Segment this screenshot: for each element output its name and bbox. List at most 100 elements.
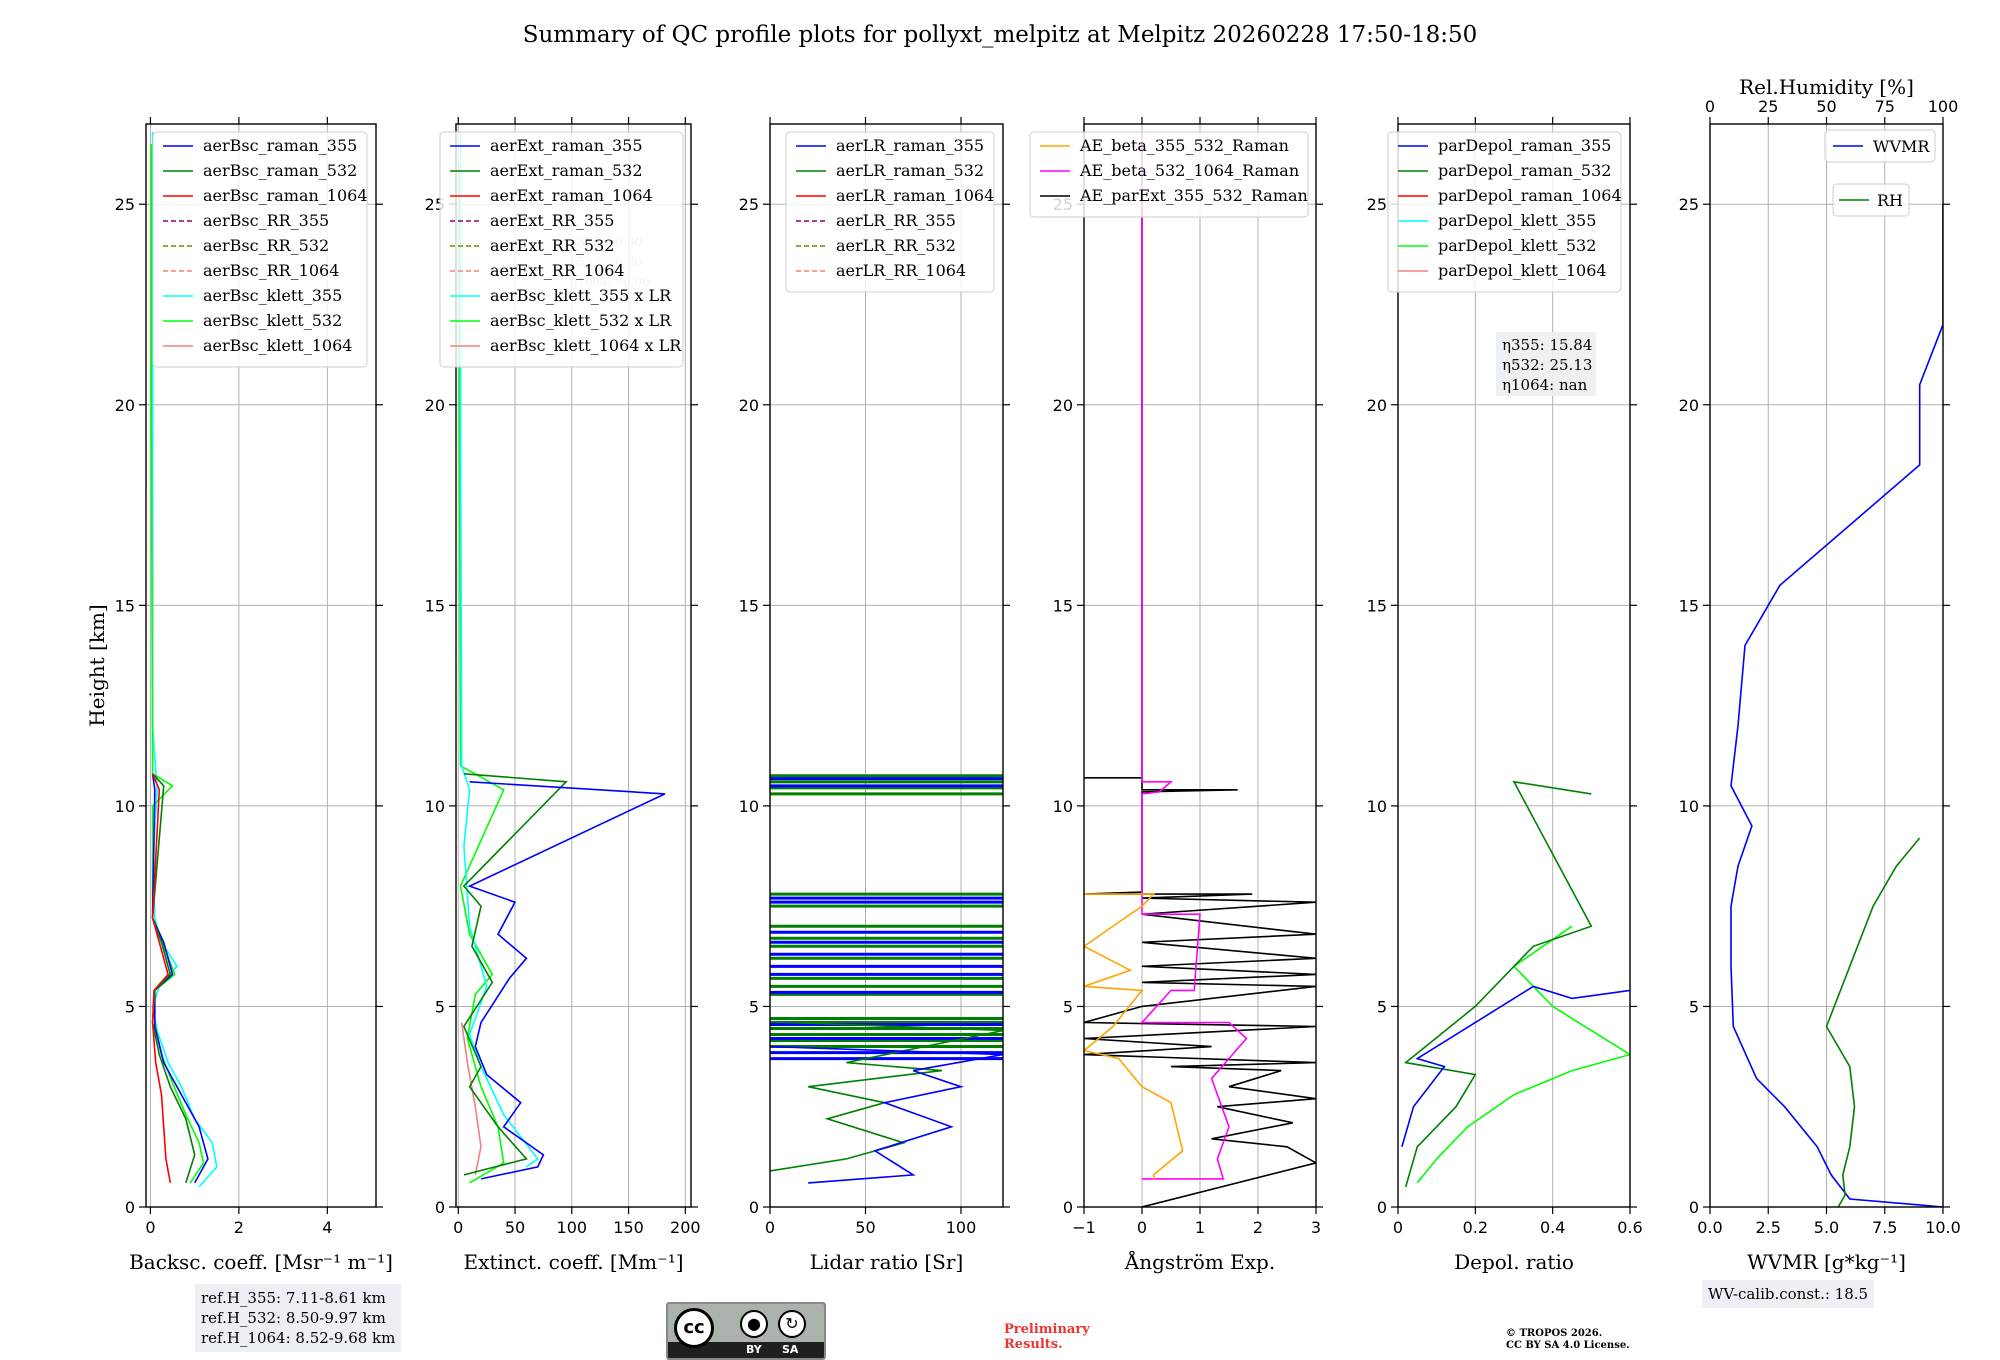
series-AE_beta_532_1064_Raman [1140,132,1248,1180]
copyright-line-1: © TROPOS 2026. [1506,1328,1603,1339]
x-tick-label: 2 [234,1218,244,1237]
y-tick-label: 15 [739,596,759,615]
series-AE_parExt_355_532_Raman [1084,132,1316,1207]
legend-rh: RH [1832,183,1910,217]
legend-label: aerBsc_RR_1064 [203,261,339,280]
panel-backscatter: 0 2 4 0 5 10 15 20 25 Backsc. coeff. [Msr⁻¹ m⁻¹] H… [85,117,650,1274]
x-tick-label: 1 [1195,1218,1205,1237]
y-tick-label: 20 [1367,396,1387,415]
data-extinction [458,132,666,1184]
legend-label: aerExt_raman_1064 [490,186,653,205]
x-tick-label: 3 [1311,1218,1321,1237]
legend-lidar_ratio: aerLR_raman_355 aerLR_raman_532 aerLR_rama… [785,131,995,293]
y-tick-label: 0 [125,1198,135,1217]
legend-label: aerBsc_klett_355 x LR [490,286,672,305]
y-tick-label: 0 [749,1198,759,1217]
y-tick-label: 5 [125,997,135,1016]
panel-angstrom: −101230510152025Ångström Exp.AE_beta_355… [1029,117,1323,1274]
y-tick-label: 10 [1053,797,1073,816]
series-RH [1825,837,1921,1207]
series-WVMR [1730,204,1943,1207]
y-tick-label: 10 [1367,797,1387,816]
x-tick-label: 0 [765,1218,775,1237]
legend-extinction: aerExt_raman_355 aerExt_raman_532 aerExt_r… [439,131,684,368]
series-parDepol_raman_532 [1403,780,1593,1188]
y-tick-label: 10 [1679,797,1699,816]
top-tick-label: 100 [1928,97,1959,116]
x-tick-label: 0.2 [1463,1218,1488,1237]
x-tick-label: 5.0 [1814,1218,1839,1237]
x-axis-label: Extinct. coeff. [Mm⁻¹] [463,1250,683,1274]
preliminary-note: Preliminary Results. [1004,1322,1090,1352]
series-aerBsc_raman_355 [151,773,209,1184]
legend-box [439,131,684,368]
top-tick-label: 75 [1875,97,1895,116]
panel-water_vapor: 0.0 2.5 5.0 7.5 10.0 0 5 10 15 20 25 WVMR [g*kg⁻¹] 0… [1679,75,1961,1274]
legend-label: parDepol_raman_1064 [1438,186,1622,205]
legend-box [1824,129,1936,163]
x-axis-label: Backsc. coeff. [Msr⁻¹ m⁻¹] [129,1250,393,1274]
legend-box [152,131,368,368]
y-tick-label: 15 [1367,596,1387,615]
legend-label: aerBsc_RR_532 [203,236,329,255]
legend-label: aerBsc_raman_355 [203,136,357,155]
badge-sa-label: SA [782,1343,799,1356]
x-axis-label: Lidar ratio [Sr] [810,1250,964,1274]
y-tick-label: 20 [1053,396,1073,415]
legend-label: AE_parExt_355_532_Raman [1079,186,1308,205]
y-tick-label: 15 [1053,596,1073,615]
legend-label: aerLR_RR_355 [836,211,956,230]
axes-frame [769,123,1004,1208]
y-tick-label: 0 [1377,1198,1387,1217]
x-tick-label: 0 [1137,1218,1147,1237]
axes-frame [455,123,692,1208]
x-tick-label: 50 [505,1218,525,1237]
data-backscatter [150,132,218,1188]
legend-backscatter: aerBsc_raman_355 aerBsc_raman_532 aerBsc_r… [152,131,368,368]
legend-depolarization: parDepol_raman_355 parDepol_raman_532 parD… [1387,131,1622,293]
legend-box [1832,183,1910,217]
x-tick-label: 200 [670,1218,701,1237]
series-aerBsc_raman_1064 [151,773,172,1184]
x-tick-label: 4 [322,1218,332,1237]
legend-label: AE_beta_532_1064_Raman [1079,161,1299,180]
legend-box [1029,131,1309,218]
x-tick-label: 0 [453,1218,463,1237]
top-axis-label: Rel.Humidity [%] [1739,75,1914,99]
annotation-text: η1064: nan [1502,376,1588,394]
preliminary-line-1: Preliminary [1004,1322,1090,1337]
y-tick-label: 10 [115,797,135,816]
y-axis-label: Height [km] [85,604,109,726]
y-tick-label: 15 [115,596,135,615]
x-tick-label: 0 [145,1218,155,1237]
ref-height-355: ref.H_355: 7.11-8.61 km [201,1289,386,1307]
legend-box [785,131,995,293]
series-aerLR_raman_532 [770,1021,1003,1172]
legend-label: parDepol_raman_355 [1438,136,1611,155]
cc-license-badge[interactable]: cc ● ↻ BY SA [666,1302,826,1360]
y-tick-label: 5 [1689,997,1699,1016]
y-tick-label: 5 [749,997,759,1016]
legend-angstrom: AE_beta_355_532_Raman AE_beta_532_1064_Ra… [1029,131,1309,218]
legend-label: aerExt_RR_532 [490,236,614,255]
depol-eta-box [1496,332,1596,396]
y-tick-label: 5 [1063,997,1073,1016]
legend-label: aerBsc_raman_1064 [203,186,368,205]
annotation-text: η532: 25.13 [1502,356,1592,374]
legend-label: aerBsc_klett_532 x LR [490,311,672,330]
x-tick-label: 0.0 [1697,1218,1722,1237]
panel-depolarization: 0 0.2 0.4 0.6 0 5 10 15 20 25 Depol. ratio η355: 15… [1367,117,1643,1274]
legend-label: aerBsc_klett_1064 [203,336,352,355]
legend-label: aerLR_RR_532 [836,236,956,255]
data-water_vapor [1730,204,1943,1207]
x-tick-label: −1 [1072,1218,1096,1237]
legend-label: aerExt_raman_532 [490,161,643,180]
series-aerExt_raman_532 [462,773,568,1176]
legend-label: aerExt_RR_355 [490,211,614,230]
legend-wvmr: WVMR [1824,129,1936,163]
x-tick-label: 7.5 [1872,1218,1897,1237]
top-tick-label: 25 [1758,97,1778,116]
preliminary-line-2: Results. [1004,1337,1063,1352]
figure-title: Summary of QC profile plots for pollyxt_… [522,22,1478,48]
legend-label: AE_beta_355_532_Raman [1079,136,1289,155]
